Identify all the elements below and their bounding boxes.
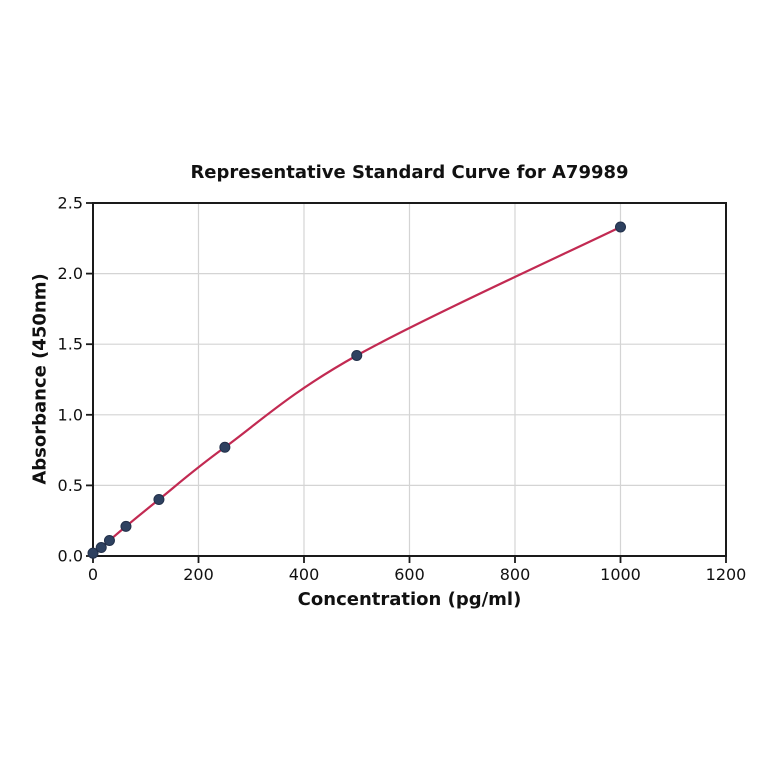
- x-tick-label: 800: [500, 565, 531, 584]
- y-tick-label: 0.5: [58, 476, 83, 495]
- y-tick-label: 2.0: [58, 264, 83, 283]
- x-tick-label: 0: [88, 565, 98, 584]
- x-tick-label: 1000: [600, 565, 641, 584]
- x-axis-label: Concentration (pg/ml): [297, 589, 522, 610]
- y-tick-label: 0.0: [58, 547, 83, 566]
- data-point-marker: [95, 542, 107, 554]
- data-point-marker: [153, 494, 165, 506]
- data-point-marker: [103, 534, 115, 546]
- data-point-marker: [87, 547, 99, 559]
- data-point-marker: [615, 221, 626, 233]
- standard-curve-line: [92, 226, 621, 555]
- y-tick-label: 1.0: [58, 405, 83, 424]
- x-tick-label: 600: [394, 565, 425, 584]
- x-tick-label: 200: [183, 565, 214, 584]
- chart-title: Representative Standard Curve for A79989: [190, 162, 629, 183]
- data-point-marker: [219, 441, 231, 453]
- data-point-marker: [120, 520, 132, 532]
- y-tick-label: 2.5: [58, 194, 83, 213]
- data-point-marker: [351, 349, 363, 361]
- x-tick-label: 400: [289, 565, 320, 584]
- y-tick-label: 1.5: [58, 335, 83, 354]
- x-tick-label: 1200: [706, 565, 747, 584]
